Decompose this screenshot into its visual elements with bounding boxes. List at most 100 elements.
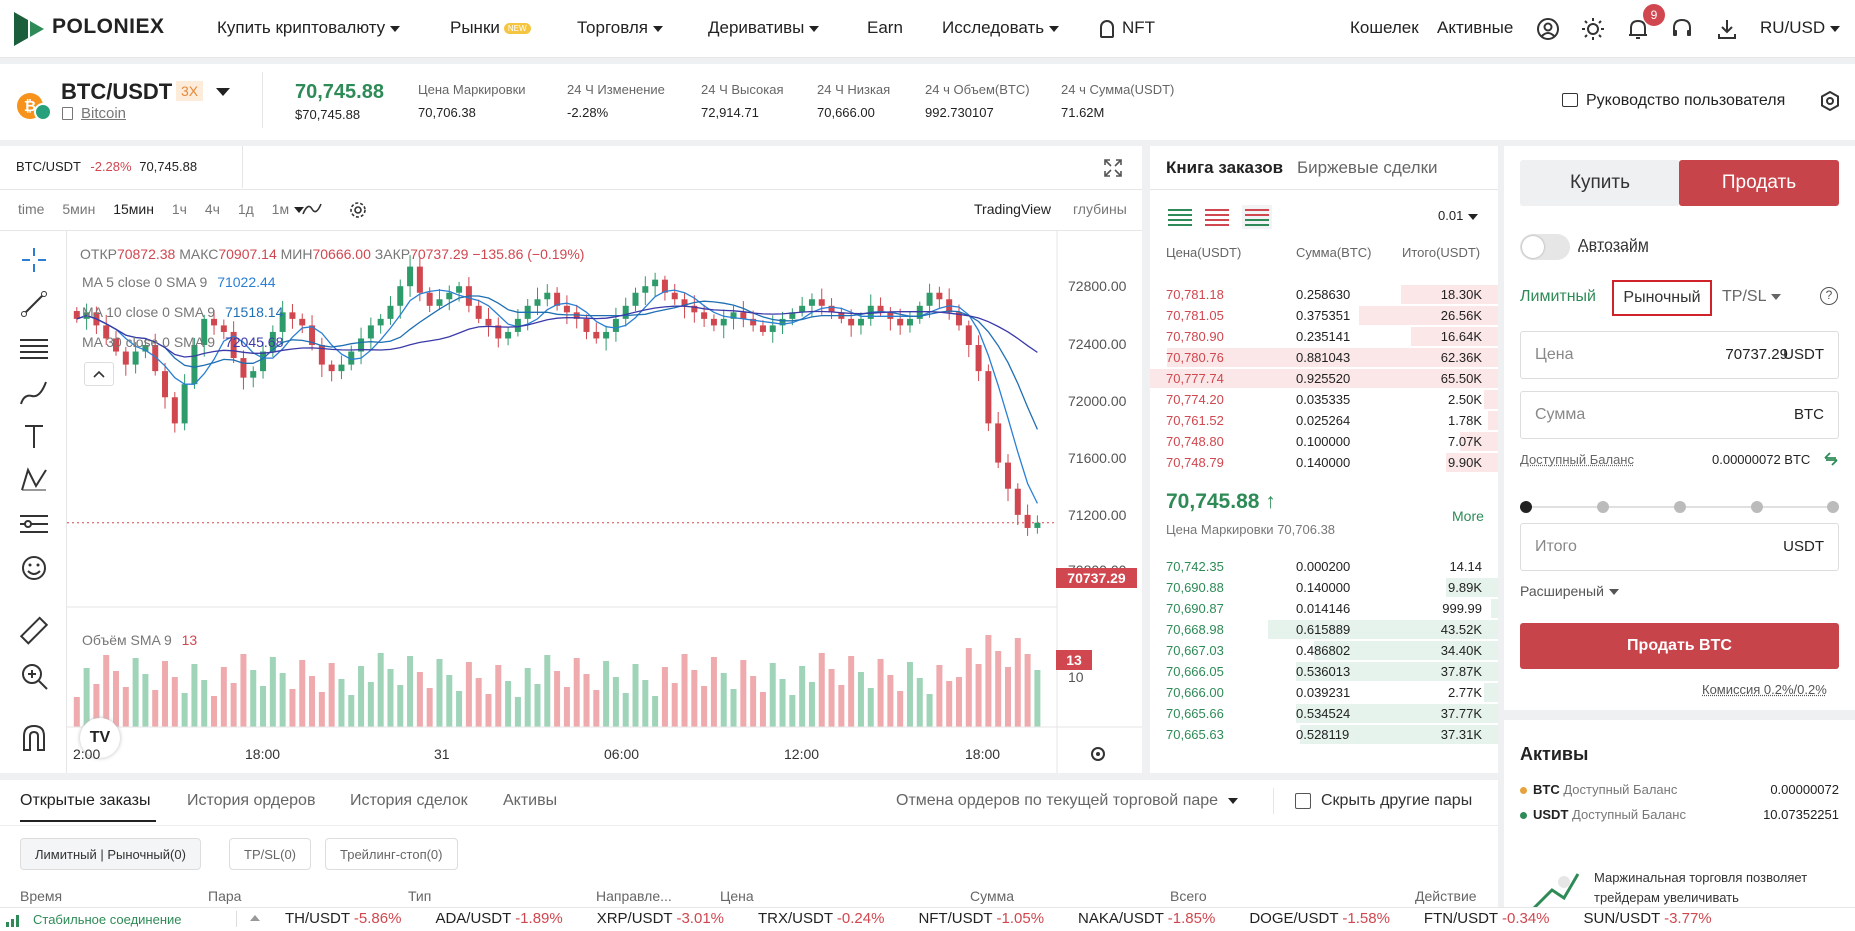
cancel-orders-dropdown[interactable]: Отмена ордеров по текущей торговой паре (896, 792, 1239, 810)
bid-row[interactable]: 70,665.66 0.534524 37.77K (1150, 703, 1498, 724)
bid-row[interactable]: 70,668.98 0.615889 43.52K (1150, 619, 1498, 640)
text-tool-icon[interactable] (18, 420, 50, 452)
depth-view[interactable]: глубины (1073, 201, 1127, 217)
sell-tab[interactable]: Продать (1679, 160, 1839, 206)
user-guide-link[interactable]: Руководство пользователя (1586, 92, 1786, 109)
ask-row[interactable]: 70,781.18 0.258630 18.30K (1150, 284, 1498, 305)
amount-slider[interactable] (1520, 500, 1839, 514)
bell-icon[interactable] (1626, 17, 1650, 41)
bid-row[interactable]: 70,690.88 0.140000 9.89K (1150, 577, 1498, 598)
nav-derivatives[interactable]: Деривативы (708, 18, 820, 38)
indicator-icon[interactable] (302, 200, 322, 218)
brand-name[interactable]: POLONIEX (52, 15, 165, 38)
interval-1m[interactable]: 1м (271, 201, 290, 217)
slider-stop-50[interactable] (1674, 501, 1686, 513)
tab-order-history[interactable]: История ордеров (187, 792, 316, 809)
theme-sun-icon[interactable] (1581, 17, 1605, 41)
notification-count-badge[interactable]: 9 (1643, 4, 1665, 26)
nav-nft[interactable]: NFT (1100, 18, 1155, 38)
nav-wallet[interactable]: Кошелек (1350, 18, 1419, 37)
filter-trailing-stop[interactable]: Трейлинг-стоп(0) (325, 838, 458, 870)
bid-row[interactable]: 70,742.35 0.000200 14.14 (1150, 556, 1498, 577)
ask-row[interactable]: 70,777.74 0.925520 65.50K (1150, 368, 1498, 389)
margin-promo-text[interactable]: Маржинальная торговля позволяет трейдера… (1594, 870, 1808, 905)
price-chart[interactable] (67, 231, 1142, 773)
sell-btc-button[interactable]: Продать BTC (1520, 623, 1839, 669)
interval-5m[interactable]: 5мин (62, 201, 96, 217)
ticker-item[interactable]: TRX/USDT -0.24% (758, 910, 884, 927)
pattern-icon[interactable] (18, 464, 50, 496)
nav-markets[interactable]: Рынки NEW (450, 18, 531, 38)
hide-pairs-checkbox[interactable] (1295, 793, 1311, 809)
book-both-icon[interactable] (1168, 208, 1192, 226)
bid-row[interactable]: 70,666.05 0.536013 37.87K (1150, 661, 1498, 682)
ask-row[interactable]: 70,781.05 0.375351 26.56K (1150, 305, 1498, 326)
emoji-icon[interactable] (18, 552, 50, 584)
chart-settings-gear-icon[interactable] (348, 200, 368, 220)
book-bids-icon[interactable] (1242, 205, 1272, 229)
fib-lines-icon[interactable] (18, 332, 50, 364)
amount-input[interactable]: Сумма BTC (1520, 391, 1839, 439)
bid-row[interactable]: 70,690.87 0.014146 999.99 (1150, 598, 1498, 619)
slider-stop-25[interactable] (1597, 501, 1609, 513)
tab-tpsl[interactable]: TP/SL (1722, 288, 1782, 306)
slider-stop-100[interactable] (1827, 501, 1839, 513)
fullscreen-icon[interactable] (1104, 159, 1122, 177)
buy-tab[interactable]: Купить (1520, 160, 1680, 206)
ticker-item[interactable]: SUN/USDT -3.77% (1584, 910, 1712, 927)
nav-earn[interactable]: Earn (867, 18, 903, 37)
tab-trade-history[interactable]: История сделок (350, 792, 468, 809)
zoom-in-icon[interactable] (18, 660, 50, 692)
filter-limit-market[interactable]: Лимитный | Рыночный(0) (20, 838, 201, 870)
ask-row[interactable]: 70,780.90 0.235141 16.64K (1150, 326, 1498, 347)
slider-stop-75[interactable] (1751, 501, 1763, 513)
headset-icon[interactable] (1670, 17, 1694, 41)
tradingview-view[interactable]: TradingView (974, 201, 1052, 217)
fee-info[interactable]: Комиссия 0.2%/0.2% (1702, 682, 1827, 697)
ticker-item[interactable]: XRP/USDT -3.01% (597, 910, 724, 927)
axis-settings-icon[interactable] (1088, 744, 1108, 764)
slider-stop-0[interactable] (1520, 501, 1532, 513)
price-input[interactable]: Цена 70737.29 USDT (1520, 331, 1839, 379)
ask-row[interactable]: 70,761.52 0.025264 1.78K (1150, 410, 1498, 431)
precision-select[interactable]: 0.01 (1438, 208, 1479, 223)
tradingview-logo-icon[interactable]: TV (80, 718, 120, 758)
brush-icon[interactable] (18, 376, 50, 408)
autoloan-toggle[interactable] (1520, 234, 1570, 260)
filter-tpsl[interactable]: TP/SL(0) (229, 838, 312, 870)
nav-explore[interactable]: Исследовать (942, 18, 1060, 38)
tab-limit[interactable]: Лимитный (1520, 288, 1596, 305)
total-input[interactable]: Итого USDT (1520, 523, 1839, 571)
pair-dropdown-icon[interactable] (216, 88, 230, 96)
transfer-icon[interactable] (1822, 450, 1840, 468)
download-icon[interactable] (1715, 17, 1739, 41)
ticker-item[interactable]: FTN/USDT -0.34% (1424, 910, 1550, 927)
ticker-item[interactable]: ADA/USDT -1.89% (435, 910, 562, 927)
ruler-icon[interactable] (18, 616, 50, 648)
user-icon[interactable] (1536, 17, 1560, 41)
settings-gear-icon[interactable] (1820, 90, 1840, 112)
help-icon[interactable]: ? (1820, 287, 1838, 305)
poloniex-logo-icon[interactable] (14, 12, 44, 46)
tab-trades[interactable]: Биржевые сделки (1297, 158, 1438, 177)
nav-assets[interactable]: Активные (1437, 18, 1514, 37)
ticker-item[interactable]: NAKA/USDT -1.85% (1078, 910, 1215, 927)
book-asks-icon[interactable] (1205, 208, 1229, 226)
interval-time[interactable]: time (18, 201, 45, 217)
collapse-legend-button[interactable] (84, 362, 114, 386)
tab-order-book[interactable]: Книга заказов (1166, 158, 1284, 177)
advanced-toggle[interactable]: Расширеный (1520, 583, 1619, 599)
nav-buy-crypto[interactable]: Купить криптовалюту (217, 18, 401, 38)
prediction-icon[interactable] (18, 508, 50, 540)
pair-title[interactable]: BTC/USDT (61, 79, 173, 104)
ask-row[interactable]: 70,748.80 0.100000 7.07K (1150, 431, 1498, 452)
locale-selector[interactable]: RU/USD (1760, 18, 1841, 38)
bid-row[interactable]: 70,665.63 0.528119 37.31K (1150, 724, 1498, 745)
tab-assets[interactable]: Активы (503, 792, 558, 809)
ask-row[interactable]: 70,748.79 0.140000 9.90K (1150, 452, 1498, 473)
ob-more-link[interactable]: More (1452, 508, 1484, 524)
ask-row[interactable]: 70,774.20 0.035335 2.50K (1150, 389, 1498, 410)
ask-row[interactable]: 70,780.76 0.881043 62.36K (1150, 347, 1498, 368)
interval-1h[interactable]: 1ч (171, 201, 187, 217)
ticker-item[interactable]: DOGE/USDT -1.58% (1249, 910, 1390, 927)
